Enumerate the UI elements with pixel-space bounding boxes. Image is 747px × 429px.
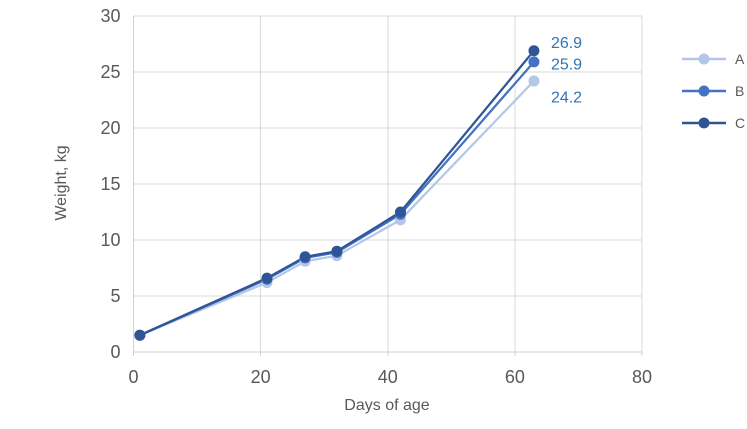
legend-marker-B-icon bbox=[682, 85, 726, 97]
series-A-marker-day-63 bbox=[528, 75, 540, 87]
series-C-marker-day-63 bbox=[528, 45, 540, 57]
x-tick-label-40: 40 bbox=[378, 367, 398, 387]
legend-marker-A-icon bbox=[682, 53, 726, 65]
legend-label-B: B bbox=[735, 83, 745, 99]
series-B-marker-day-63 bbox=[528, 56, 540, 68]
y-tick-label-15: 15 bbox=[100, 174, 120, 194]
legend-item-C: C bbox=[681, 115, 746, 131]
series-B-line bbox=[138, 60, 536, 337]
y-tick-label-25: 25 bbox=[100, 62, 120, 82]
x-tick-label-20: 20 bbox=[251, 367, 271, 387]
legend-item-A: A bbox=[681, 51, 745, 67]
y-tick-label-30: 30 bbox=[100, 6, 120, 26]
y-tick-label-0: 0 bbox=[110, 342, 120, 362]
data-label-A: 24.2 bbox=[551, 89, 582, 106]
legend-label-C: C bbox=[735, 115, 746, 131]
legend-label-A: A bbox=[735, 51, 745, 67]
y-axis-title: Weight, kg bbox=[53, 145, 70, 221]
series-C-marker-day-42 bbox=[394, 206, 406, 218]
y-tick-label-5: 5 bbox=[110, 286, 120, 306]
series-C-marker-day-21 bbox=[261, 272, 273, 284]
series-A-line bbox=[138, 79, 536, 337]
legend-item-B: B bbox=[681, 83, 745, 99]
series-C-marker-day-32 bbox=[331, 245, 343, 257]
series-C-line bbox=[138, 49, 536, 337]
series-C-marker-day-27 bbox=[299, 251, 311, 263]
legend-marker-C-icon bbox=[682, 117, 726, 129]
x-tick-label-60: 60 bbox=[505, 367, 525, 387]
y-tick-label-10: 10 bbox=[100, 230, 120, 250]
x-tick-label-0: 0 bbox=[128, 367, 138, 387]
series-C-marker-day-1 bbox=[134, 329, 146, 341]
x-axis-title: Days of age bbox=[344, 397, 430, 414]
data-label-B: 25.9 bbox=[551, 56, 582, 73]
x-tick-label-80: 80 bbox=[632, 367, 652, 387]
data-label-C: 26.9 bbox=[551, 35, 582, 52]
y-tick-label-20: 20 bbox=[100, 118, 120, 138]
